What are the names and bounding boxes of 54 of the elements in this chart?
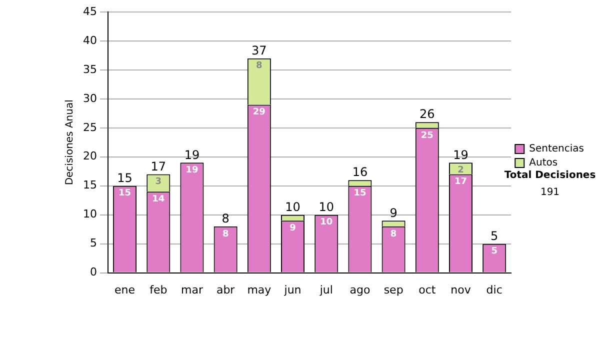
total-label: 10 — [318, 200, 334, 214]
y-tick-label: 25 — [82, 120, 97, 134]
data-label: 19 — [186, 166, 198, 176]
total-label: 5 — [490, 228, 498, 243]
x-tick-label: may — [247, 283, 272, 296]
y-tick-label: 45 — [82, 4, 97, 18]
text: 191 — [539, 187, 561, 198]
y-axis-title: Decisiones Anual — [64, 100, 76, 186]
x-tick-label: dic — [486, 283, 502, 296]
data-label: 8 — [256, 61, 262, 72]
y-tick-label: 35 — [82, 62, 97, 76]
total-label: 15 — [117, 170, 132, 185]
total-label: 19 — [453, 148, 468, 162]
legend-label: Autos — [529, 158, 558, 169]
x-tick-label: sep — [384, 283, 404, 296]
data-label: 14 — [152, 194, 165, 205]
data-label: 8 — [390, 229, 397, 240]
data-label: 10 — [320, 218, 333, 228]
data-label: 29 — [252, 108, 266, 118]
y-tick-label: 5 — [90, 236, 97, 250]
legend-label: Sentencias — [529, 144, 584, 155]
data-label: 17 — [454, 177, 468, 188]
total-label: 37 — [252, 43, 267, 58]
y-tick-label: 20 — [82, 150, 97, 163]
x-tick-label: nov — [450, 283, 472, 296]
total-label: 19 — [184, 148, 200, 162]
x-tick-label: jul — [318, 283, 333, 296]
data-label: 9 — [290, 223, 296, 234]
y-tick-label: 15 — [82, 178, 97, 192]
data-label: 3 — [155, 177, 162, 188]
data-label: 5 — [491, 246, 498, 257]
data-label: 25 — [420, 130, 434, 141]
total-label: 9 — [390, 206, 398, 220]
annotation: Total Decisiones — [503, 170, 597, 181]
y-tick-label: 10 — [82, 208, 97, 221]
total-label: 10 — [285, 200, 300, 214]
data-label: 8 — [222, 229, 229, 240]
y-tick-label: 30 — [82, 92, 97, 105]
x-tick-label: abr — [216, 283, 236, 296]
x-tick-label: oct — [418, 283, 436, 296]
total-label: 17 — [150, 159, 166, 174]
y-tick-label: 40 — [82, 34, 97, 47]
total-label: 26 — [420, 107, 435, 122]
total-label: 16 — [352, 165, 368, 180]
data-label: 15 — [118, 188, 132, 199]
x-tick-label: ene — [114, 283, 136, 296]
data-label: 15 — [354, 188, 366, 199]
y-tick-label: 0 — [90, 266, 97, 279]
data-label: 2 — [458, 166, 464, 176]
x-tick-label: mar — [180, 283, 204, 296]
x-tick-label: ago — [350, 283, 370, 296]
total-label: 8 — [222, 212, 230, 226]
x-tick-label: jun — [283, 283, 302, 296]
x-tick-label: feb — [150, 283, 168, 296]
